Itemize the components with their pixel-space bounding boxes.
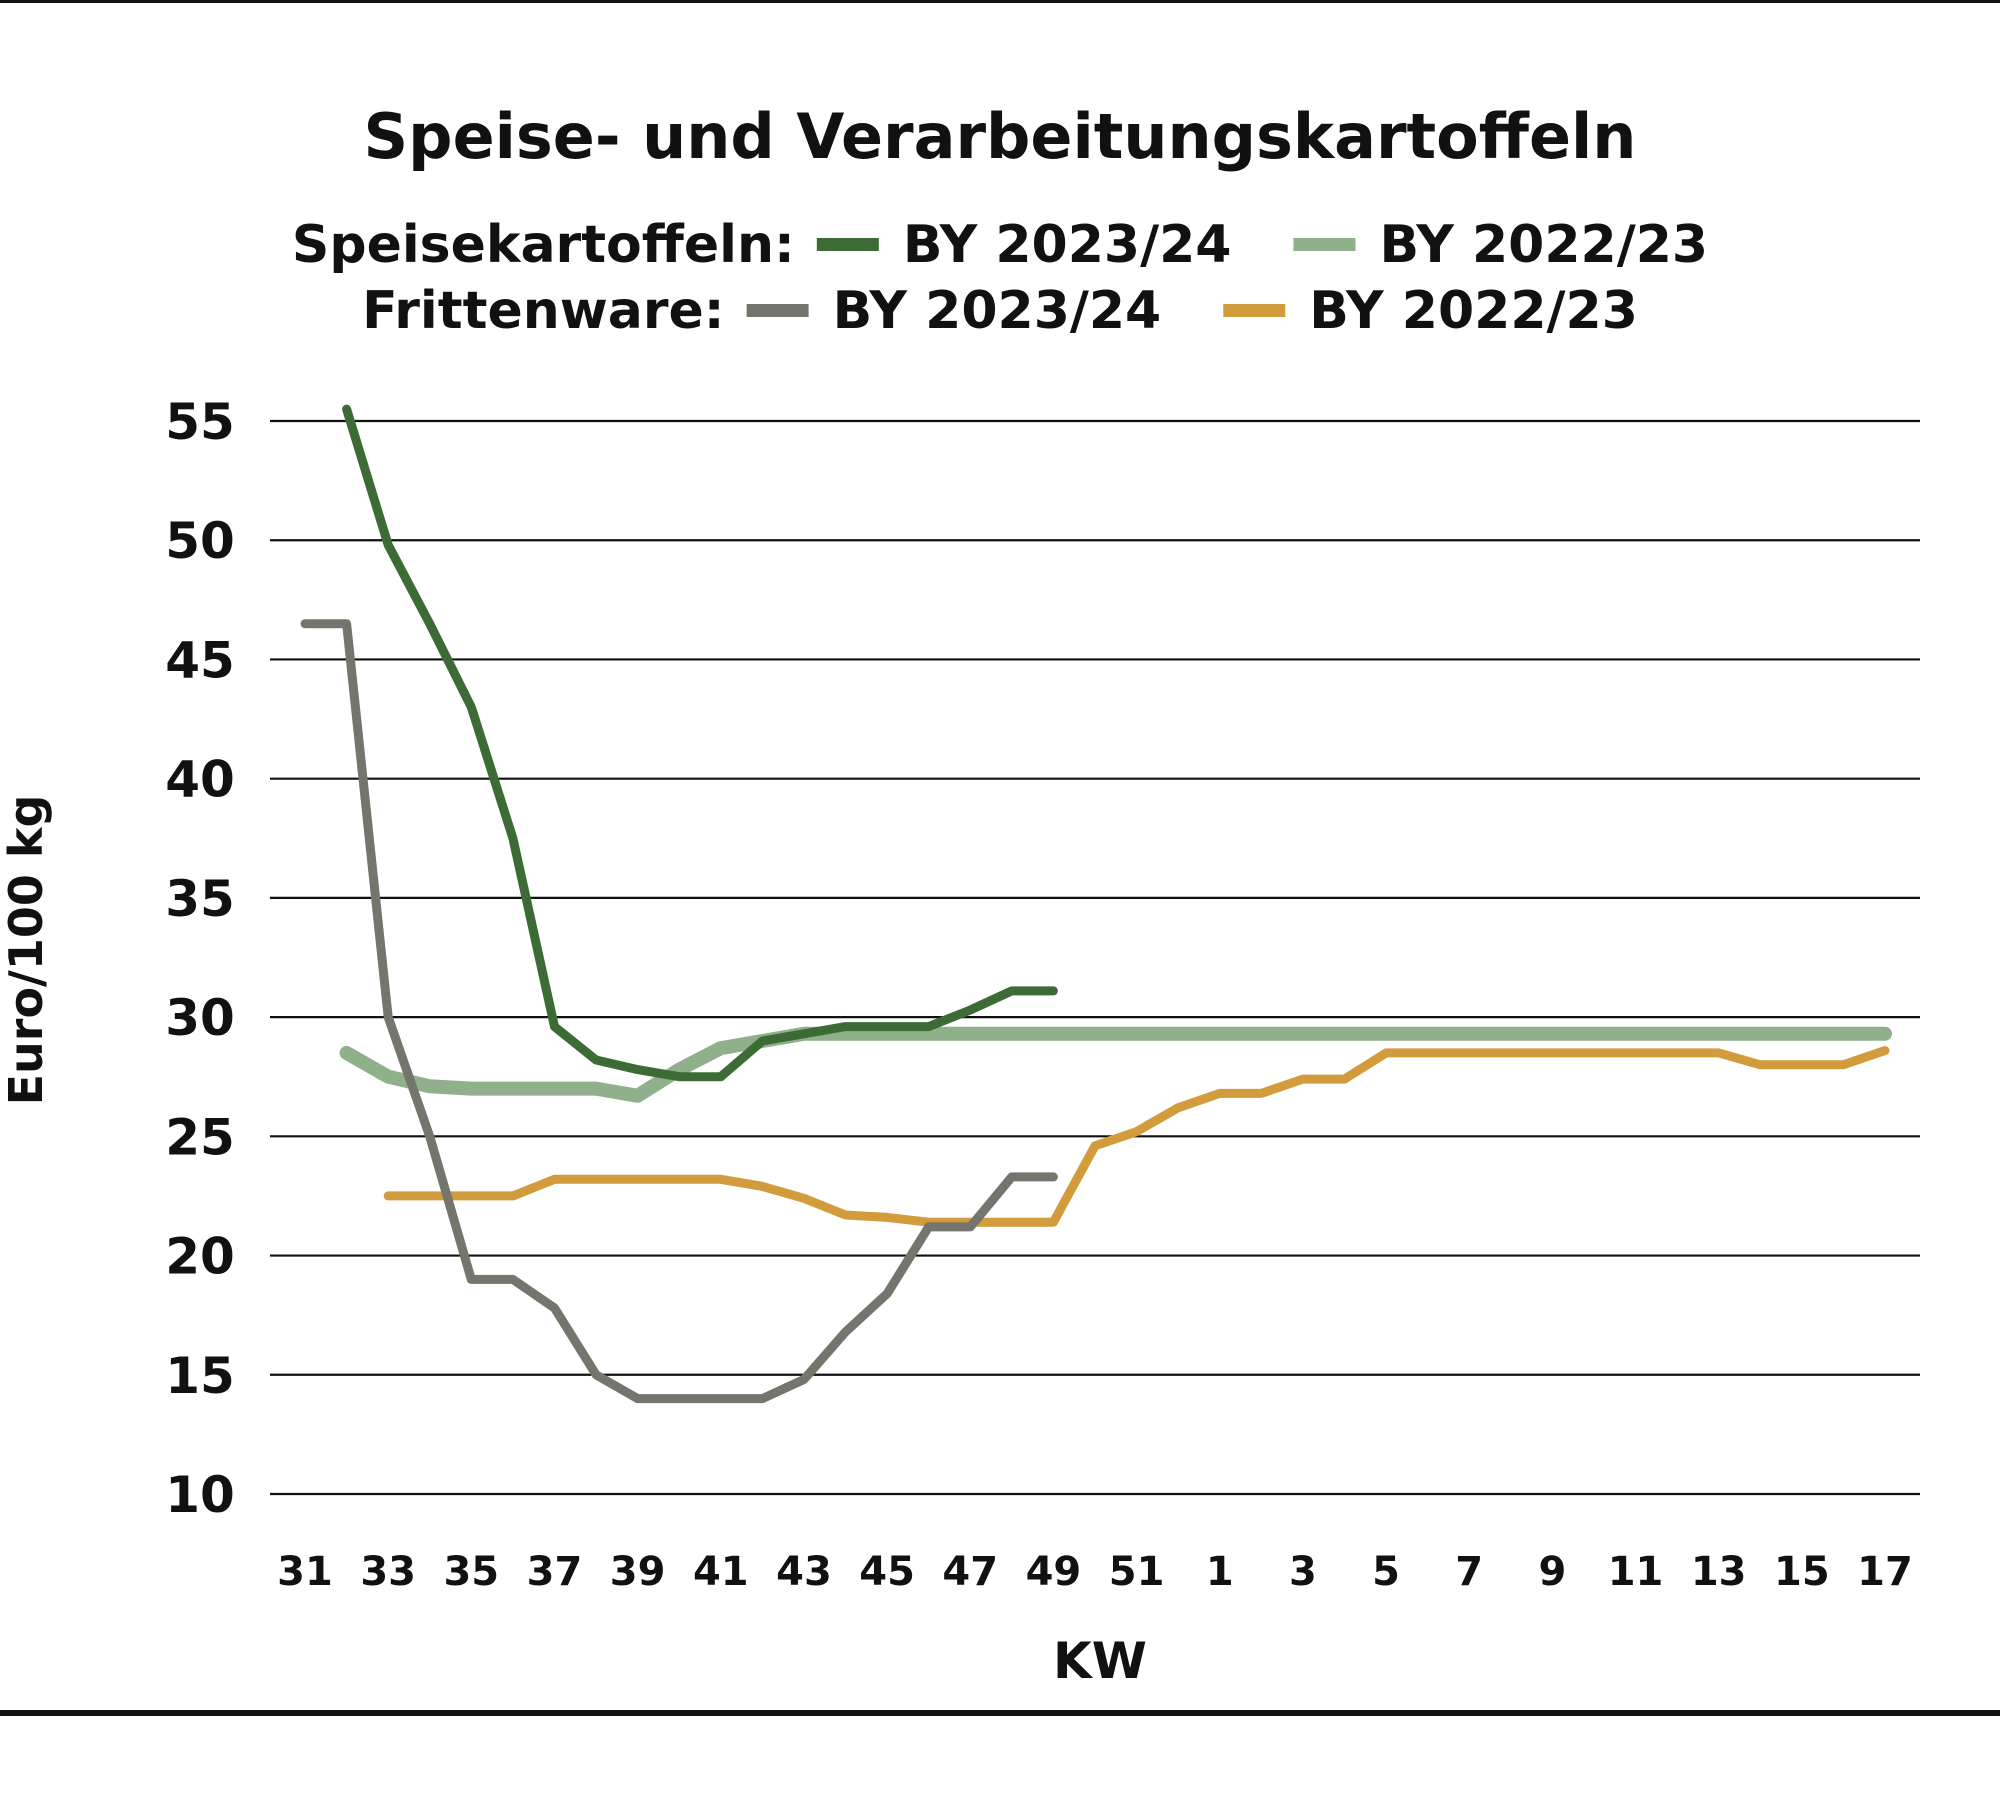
series-lines (300, 404, 1892, 1404)
x-tick-label: 1 (1206, 1549, 1234, 1595)
x-tick-label: 41 (693, 1549, 749, 1595)
y-tick-label: 10 (165, 1466, 235, 1524)
legend-entry-label: BY 2023/24 (833, 281, 1162, 341)
x-tick-label: 37 (527, 1549, 583, 1595)
y-tick-label: 20 (165, 1228, 235, 1286)
x-tick-label: 9 (1538, 1549, 1566, 1595)
x-tick-label: 47 (942, 1549, 998, 1595)
chart-title: Speise- und Verarbeitungskartoffeln (364, 100, 1637, 173)
legend: Speisekartoffeln: BY 2023/24 BY 2022/23 Fri… (292, 215, 1708, 341)
legend-group-label: Frittenware: (362, 281, 725, 341)
y-tick-label: 25 (165, 1108, 235, 1166)
bottom-border (0, 1710, 2000, 1716)
gridlines (270, 419, 1920, 1496)
x-tick-label: 13 (1691, 1549, 1747, 1595)
top-border (0, 0, 2000, 3)
x-tick-label: 15 (1774, 1549, 1830, 1595)
series-line-0 (342, 404, 1058, 1082)
legend-entry-label: BY 2022/23 (1379, 215, 1708, 275)
y-tick-label: 45 (165, 631, 235, 689)
series-line-1 (339, 1026, 1892, 1103)
y-tick-label: 50 (165, 512, 235, 570)
x-tick-label: 11 (1608, 1549, 1664, 1595)
y-tick-label: 35 (165, 870, 235, 928)
series-line-3 (383, 1046, 1890, 1227)
x-tick-label: 45 (859, 1549, 915, 1595)
y-tick-label: 40 (165, 751, 235, 809)
x-tick-label: 39 (610, 1549, 666, 1595)
x-tick-label: 35 (443, 1549, 499, 1595)
legend-swatch-2 (746, 304, 809, 317)
x-tick-label: 5 (1372, 1549, 1400, 1595)
y-tick-label: 15 (165, 1347, 235, 1405)
legend-swatch-1 (1293, 238, 1356, 251)
y-axis-label: Euro/100 kg (0, 795, 53, 1106)
legend-group-label: Speisekartoffeln: (292, 215, 795, 275)
y-tick-label: 30 (165, 989, 235, 1047)
x-tick-label: 51 (1109, 1549, 1165, 1595)
y-tick-label: 55 (165, 393, 235, 451)
series-line-2 (300, 619, 1058, 1404)
x-tick-label: 49 (1026, 1549, 1082, 1595)
legend-entry-label: BY 2023/24 (903, 215, 1232, 275)
x-tick-label: 7 (1455, 1549, 1483, 1595)
legend-swatch-0 (816, 238, 879, 251)
x-axis-ticks: 31 33 35 37 39 41 43 45 47 49 51 1 3 5 7 9 11 13 15 17 (277, 1549, 1913, 1595)
x-tick-label: 3 (1289, 1549, 1317, 1595)
x-tick-label: 31 (277, 1549, 333, 1595)
x-tick-label: 33 (360, 1549, 416, 1595)
x-tick-label: 17 (1857, 1549, 1913, 1595)
x-tick-label: 43 (776, 1549, 832, 1595)
legend-entry-label: BY 2022/23 (1309, 281, 1638, 341)
y-axis-ticks: 10 15 20 25 30 35 40 45 50 55 (165, 393, 235, 1524)
legend-swatch-3 (1223, 304, 1286, 317)
x-axis-label: KW (1053, 1632, 1147, 1690)
